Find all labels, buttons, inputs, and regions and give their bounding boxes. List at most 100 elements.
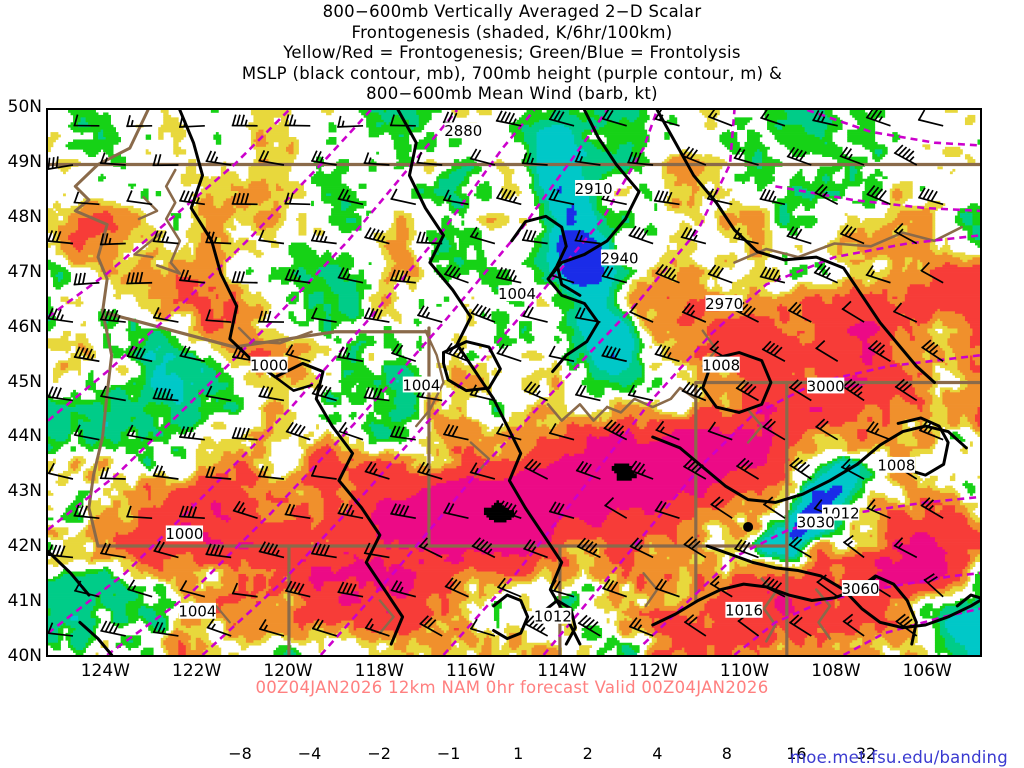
wind-barb	[444, 577, 469, 598]
wind-barb	[285, 344, 311, 363]
wind-barb	[548, 579, 575, 598]
wind-barb	[389, 114, 416, 127]
wind-barb	[337, 502, 364, 520]
wind-barb	[231, 271, 258, 284]
wind-barb	[205, 150, 232, 166]
wind-barb	[761, 340, 786, 362]
wind-barb	[892, 302, 918, 323]
wind-barb	[442, 189, 469, 206]
wind-barb	[152, 464, 179, 480]
wind-barb	[205, 231, 232, 245]
mslp-contour	[510, 214, 582, 297]
wind-barb	[653, 190, 680, 206]
colorbar-tick-16: 16	[786, 744, 807, 763]
border-line	[215, 604, 231, 624]
height-contour	[48, 110, 290, 319]
mslp-contour	[48, 549, 91, 597]
wind-barb	[443, 424, 469, 441]
wind-barb	[284, 503, 311, 520]
wind-barb	[48, 230, 74, 245]
colorbar-legend: −8 −4 −2 −1 1 2 4 8 16 32	[0, 720, 1024, 768]
map-plot-area: 1004 1000 1004 1008 1008 1000 1012 1004 1012 1016…	[46, 108, 982, 657]
wind-barb	[126, 271, 153, 285]
lat-tick-40N: 40N	[7, 646, 42, 666]
wind-barb	[681, 381, 707, 402]
wind-barb	[469, 462, 496, 480]
wind-barb	[920, 497, 944, 519]
wind-barb	[364, 618, 390, 637]
wind-barb	[627, 151, 654, 166]
mslp-contour	[442, 340, 502, 393]
lon-tick-120W: 120W	[263, 661, 313, 681]
wind-barb	[893, 537, 918, 559]
wind-barb	[839, 146, 865, 166]
wind-barb	[364, 227, 390, 245]
wind-barb	[231, 114, 258, 127]
wind-barb	[419, 615, 443, 637]
wind-barb	[390, 188, 417, 206]
wind-barb	[311, 383, 337, 402]
wind-barb	[205, 309, 232, 323]
lon-tick-116W: 116W	[445, 661, 496, 681]
wind-barb	[735, 379, 759, 402]
height-contour	[48, 110, 536, 635]
wind-barb	[73, 580, 100, 598]
height-contour	[48, 110, 372, 422]
lon-tick-114W: 114W	[537, 661, 587, 681]
wind-barb	[762, 418, 786, 441]
height-contour	[442, 234, 980, 655]
wind-barb	[258, 310, 284, 323]
wind-barb	[733, 227, 759, 245]
wind-barb	[496, 577, 522, 598]
wind-barb	[100, 542, 126, 559]
wind-barb	[337, 115, 364, 128]
wind-barb	[205, 385, 232, 402]
wind-barb	[258, 465, 285, 480]
wind-barb	[179, 269, 205, 284]
wind-barb	[761, 576, 786, 598]
lon-tick-106W: 106W	[902, 661, 952, 681]
border-line	[73, 110, 150, 548]
wind-barb	[813, 263, 839, 284]
wind-barb	[895, 613, 918, 637]
wind-barb	[495, 110, 522, 127]
wind-barb	[760, 110, 786, 127]
lat-tick-44N: 44N	[7, 426, 42, 447]
wind-barb	[363, 386, 390, 402]
wind-barb	[363, 152, 390, 166]
wind-barb	[391, 343, 417, 363]
wind-barb	[231, 192, 258, 206]
wind-barb	[812, 110, 838, 127]
mslp-contour	[396, 110, 582, 646]
border-line	[155, 168, 182, 275]
wind-barb	[789, 457, 812, 480]
wind-barb	[601, 110, 627, 127]
wind-barb	[444, 342, 469, 363]
colorbar-tick-8: 8	[721, 744, 732, 763]
wind-barb	[126, 505, 153, 520]
wind-barb	[337, 346, 364, 363]
title-line-5: 800−600mb Mean Wind (barb, kt)	[366, 84, 658, 103]
wind-barb	[310, 229, 337, 245]
wind-barb	[759, 266, 786, 284]
wind-barb	[524, 458, 549, 480]
height-contour	[733, 571, 980, 655]
mslp-contour	[546, 110, 641, 374]
wind-barb	[548, 110, 575, 127]
wind-barb	[865, 265, 891, 284]
lat-tick-43N: 43N	[7, 481, 42, 502]
wind-barb	[178, 505, 205, 520]
height-contour	[201, 110, 659, 655]
mslp-contour	[78, 620, 114, 655]
colorbar-tick--4: −4	[297, 744, 322, 763]
wind-barb	[521, 229, 548, 245]
wind-barb	[284, 192, 311, 206]
contour-label: 1004	[178, 603, 216, 621]
wind-barb	[893, 144, 918, 166]
wind-barb	[258, 541, 285, 559]
wind-barb	[310, 464, 337, 480]
wind-barb	[285, 421, 311, 441]
wind-barb	[894, 378, 918, 402]
lat-tick-41N: 41N	[7, 591, 42, 612]
wind-barb	[152, 387, 179, 402]
